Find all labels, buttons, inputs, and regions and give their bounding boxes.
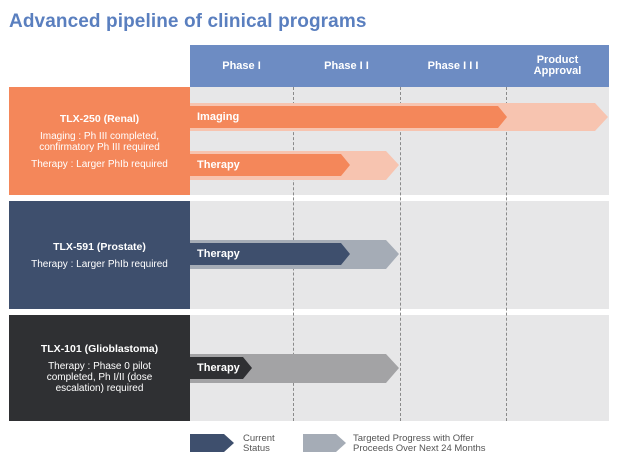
legend-target-arrow <box>303 434 346 452</box>
bar-label: Imaging <box>197 111 240 123</box>
program-description: Therapy : Larger PhIb required <box>31 158 168 170</box>
legend-current-arrow <box>190 434 234 452</box>
phase-divider-2 <box>400 87 401 421</box>
bar-label: Therapy <box>197 362 240 374</box>
phase-divider-3 <box>506 87 507 421</box>
program-description: Therapy : Larger PhIb required <box>31 258 168 270</box>
page-title: Advanced pipeline of clinical programs <box>9 11 367 32</box>
arrow-renal-therapy-current <box>190 154 350 176</box>
arrow-prostate-therapy-current <box>190 243 350 265</box>
program-label-glioblastoma: TLX-101 (Glioblastoma) Therapy : Phase 0… <box>9 315 190 421</box>
bar-label: Therapy <box>197 159 240 171</box>
program-label-prostate: TLX-591 (Prostate) Therapy : Larger PhIb… <box>9 201 190 309</box>
program-name: TLX-250 (Renal) <box>59 112 140 125</box>
program-name: TLX-591 (Prostate) <box>53 240 146 253</box>
bar-label: Therapy <box>197 248 240 260</box>
phase-header-3: Phase I I I <box>400 45 506 87</box>
program-name: TLX-101 (Glioblastoma) <box>40 342 159 355</box>
program-label-renal: TLX-250 (Renal) Imaging : Ph III complet… <box>9 87 190 195</box>
legend-current-label: Current Status <box>243 433 275 454</box>
legend-target-label: Targeted Progress with Offer Proceeds Ov… <box>353 433 486 454</box>
arrow-renal-imaging-current <box>190 106 507 128</box>
arrow-glioblastoma-therapy-current <box>190 357 252 379</box>
phase-header-1: Phase I <box>190 45 293 87</box>
program-description: Imaging : Ph III completed, confirmatory… <box>39 130 160 153</box>
phase-header-4: Product Approval <box>506 45 609 87</box>
program-description: Therapy : Phase 0 pilot completed, Ph I/… <box>46 360 153 394</box>
phase-header-2: Phase I I <box>293 45 400 87</box>
